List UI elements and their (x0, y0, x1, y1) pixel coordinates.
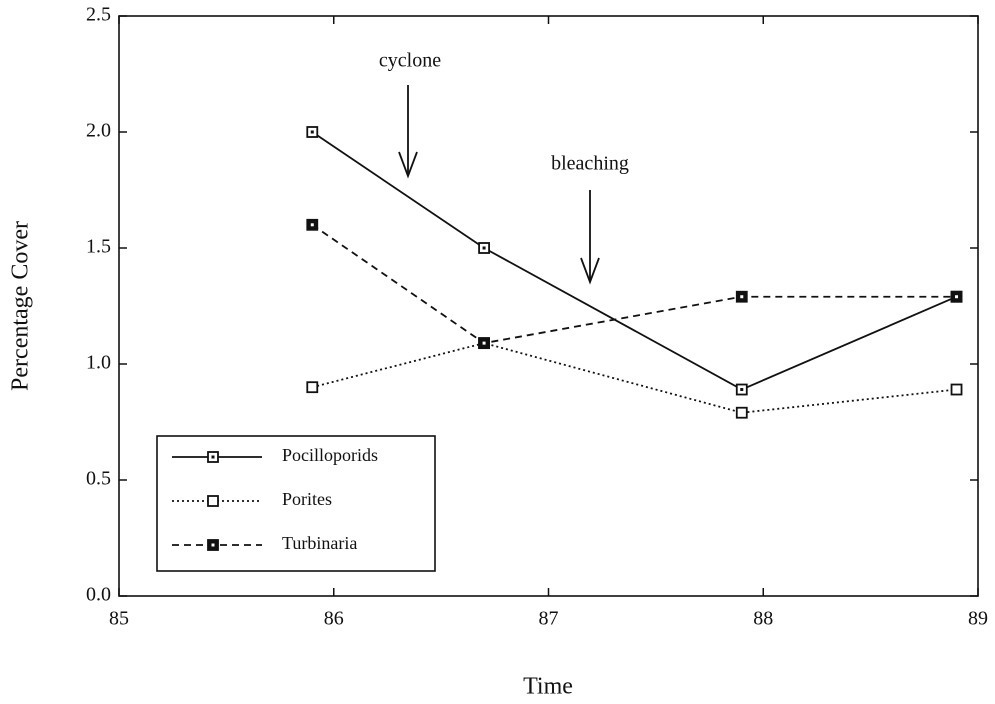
series-line (312, 342, 957, 414)
x-tick-label: 87 (539, 608, 559, 630)
x-tick-label: 88 (753, 608, 773, 630)
y-tick-label: 0.5 (86, 468, 111, 490)
point (306, 381, 319, 394)
legend-marker-dot (211, 455, 215, 459)
legend-label: Porites (282, 489, 332, 509)
point-dot (955, 295, 959, 299)
point-dot (740, 388, 744, 392)
annotation-arrowhead (580, 257, 600, 285)
legend-marker (207, 495, 219, 507)
point-dot (482, 246, 486, 250)
point-dot (482, 341, 486, 345)
point-dot (310, 130, 314, 134)
legend-label: Turbinaria (282, 533, 357, 553)
x-tick-label: 89 (968, 608, 988, 630)
y-tick-label: 0.0 (86, 584, 111, 606)
annotation-arrowhead (398, 151, 418, 179)
point (950, 383, 963, 396)
legend-box (156, 435, 436, 572)
annotation: cyclone (379, 50, 441, 72)
point-dot (310, 223, 314, 227)
legend-label: Pocilloporids (282, 445, 378, 465)
series-line (311, 224, 957, 345)
y-axis-label: Percentage Cover (8, 221, 34, 391)
point (735, 406, 748, 419)
y-tick-label: 2.0 (86, 120, 111, 142)
y-tick-label: 1.0 (86, 352, 111, 374)
series-line (311, 131, 957, 391)
x-tick-label: 86 (324, 608, 344, 630)
x-axis-label: Time (523, 674, 573, 700)
y-tick-label: 1.5 (86, 236, 111, 258)
y-tick-label: 2.5 (86, 4, 111, 26)
x-tick-label: 85 (109, 608, 129, 630)
legend-marker-dot (211, 543, 215, 547)
annotation: bleaching (551, 153, 629, 175)
point-dot (740, 295, 744, 299)
